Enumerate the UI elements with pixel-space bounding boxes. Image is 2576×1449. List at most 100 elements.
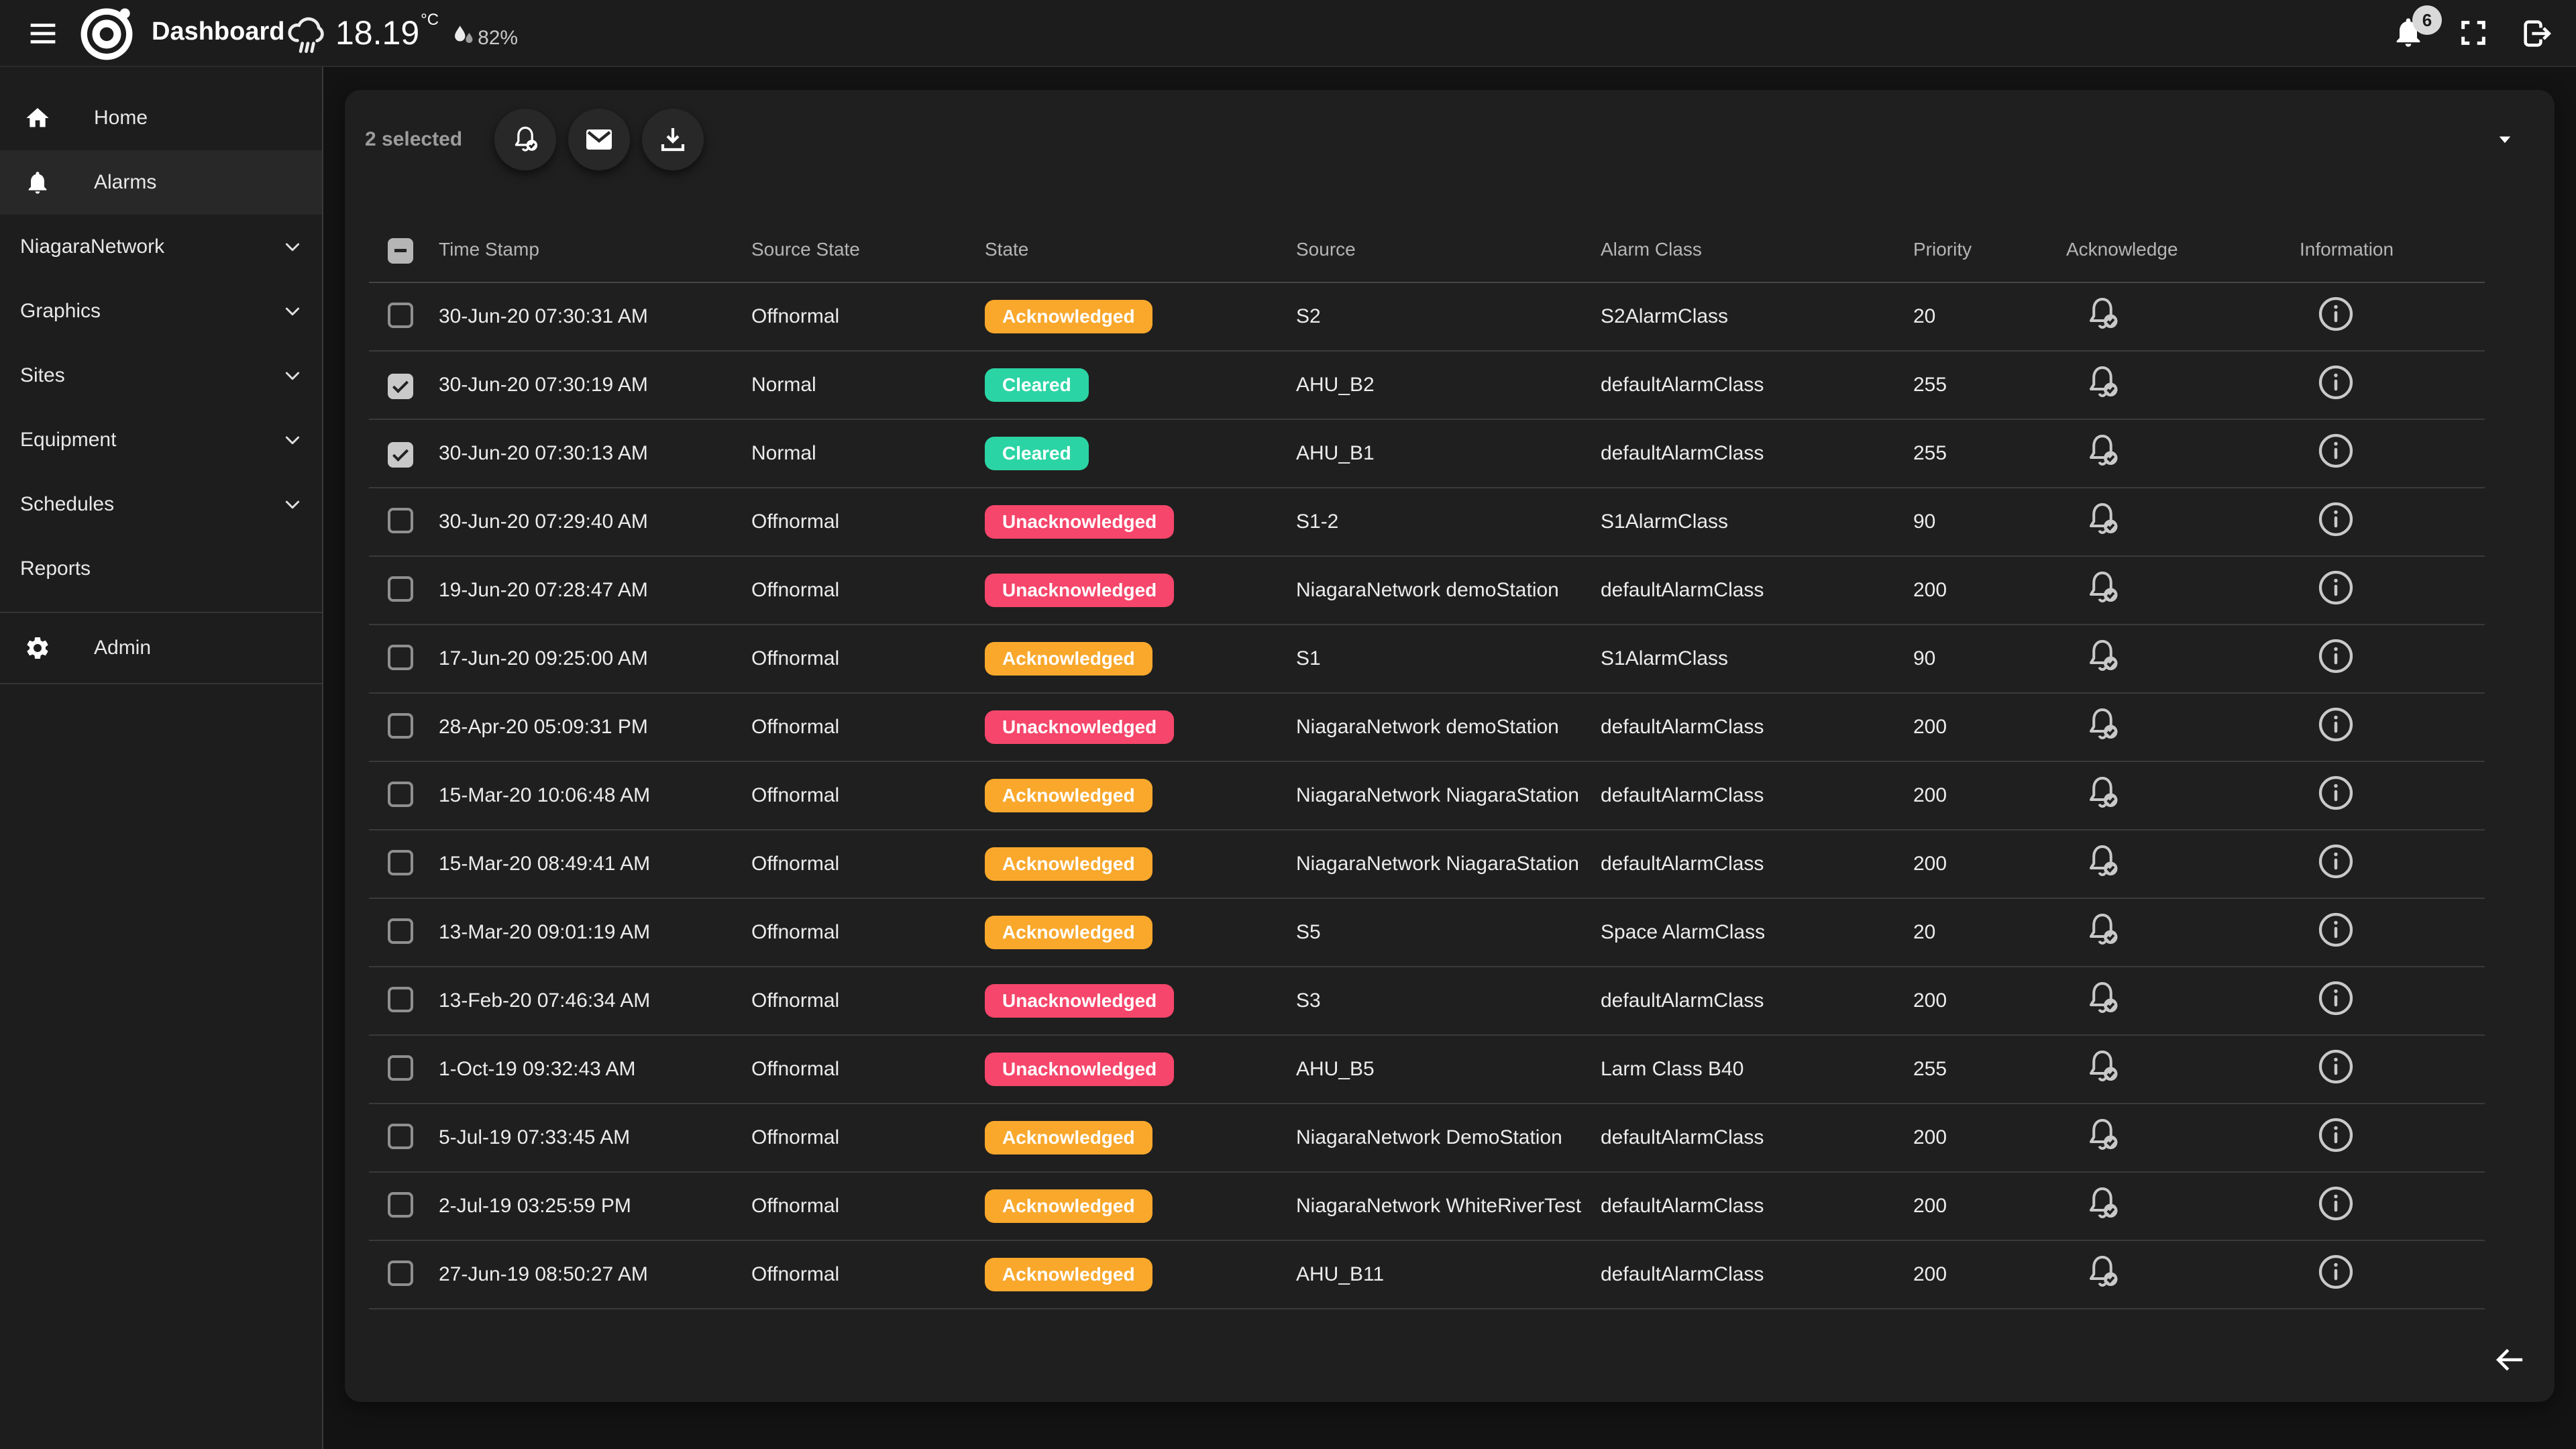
information-button[interactable] [2316,1046,2356,1087]
row-checkbox[interactable] [388,713,413,739]
information-button[interactable] [2316,841,2356,881]
state-badge: Acknowledged [985,1189,1152,1223]
acknowledge-button[interactable] [2082,1046,2123,1087]
acknowledge-button[interactable] [2082,294,2123,334]
information-button[interactable] [2316,499,2356,539]
cell-priority: 200 [1913,1195,1947,1217]
column-header-acknowledge: Acknowledge [2066,239,2178,260]
acknowledge-button[interactable] [2082,568,2123,608]
page-title: Dashboard [152,17,285,46]
row-checkbox[interactable] [388,576,413,602]
bell-check-icon [2082,431,2123,471]
state-badge: Cleared [985,368,1089,402]
acknowledge-button[interactable] [2082,910,2123,950]
notifications-bell-icon[interactable]: 6 [2391,5,2442,50]
row-checkbox[interactable] [388,1192,413,1218]
row-checkbox[interactable] [388,918,413,944]
information-button[interactable] [2316,1115,2356,1155]
fullscreen-icon[interactable] [2458,17,2489,48]
download-icon [657,123,689,156]
sidebar-item-niagaranetwork[interactable]: NiagaraNetwork [0,215,322,279]
menu-icon[interactable] [28,19,58,46]
acknowledge-button[interactable] [2082,704,2123,745]
state-badge: Cleared [985,437,1089,470]
acknowledge-button[interactable] [2082,773,2123,813]
email-selected-button[interactable] [568,109,631,170]
cell-source: S1 [1296,647,1321,669]
acknowledge-button[interactable] [2082,841,2123,881]
cell-alarm-class: defaultAlarmClass [1601,784,1764,806]
row-checkbox[interactable] [388,1124,413,1149]
acknowledge-button[interactable] [2082,1183,2123,1224]
cell-timestamp: 15-Mar-20 08:49:41 AM [439,853,651,875]
cell-timestamp: 30-Jun-20 07:29:40 AM [439,511,648,533]
acknowledge-button[interactable] [2082,1115,2123,1155]
cell-timestamp: 17-Jun-20 09:25:00 AM [439,647,648,669]
information-button[interactable] [2316,568,2356,608]
sidebar-item-graphics[interactable]: Graphics [0,279,322,343]
row-checkbox[interactable] [388,987,413,1012]
collapse-caret-icon[interactable] [2493,127,2517,152]
cell-timestamp: 28-Apr-20 05:09:31 PM [439,716,648,738]
info-icon [2316,568,2356,608]
bell-check-icon [2082,1046,2123,1087]
sidebar-item-equipment[interactable]: Equipment [0,408,322,472]
information-button[interactable] [2316,1183,2356,1224]
row-checkbox[interactable] [388,1260,413,1286]
column-header-source: Source [1296,239,1356,260]
sidebar-item-alarms[interactable]: Alarms [0,150,322,215]
row-checkbox[interactable] [388,850,413,875]
information-button[interactable] [2316,431,2356,471]
logout-icon[interactable] [2520,16,2555,50]
sidebar-nav: Home Alarms NiagaraNetwork Graphics Site… [0,66,323,1449]
acknowledge-button[interactable] [2082,636,2123,676]
table-row: 15-Mar-20 08:49:41 AM Offnormal Acknowle… [369,830,2485,899]
acknowledge-button[interactable] [2082,431,2123,471]
sidebar-item-reports[interactable]: Reports [20,557,91,580]
state-badge: Unacknowledged [985,505,1175,539]
cell-source-state: Offnormal [751,716,840,738]
row-checkbox[interactable] [388,1055,413,1081]
information-button[interactable] [2316,773,2356,813]
download-selected-button[interactable] [642,109,704,170]
acknowledge-button[interactable] [2082,1252,2123,1292]
cell-priority: 90 [1913,647,1936,669]
cell-source: AHU_B1 [1296,442,1375,464]
cell-source-state: Offnormal [751,989,840,1012]
information-button[interactable] [2316,362,2356,402]
cell-timestamp: 13-Mar-20 09:01:19 AM [439,921,651,943]
info-icon [2316,294,2356,334]
information-button[interactable] [2316,910,2356,950]
row-checkbox[interactable] [388,441,413,468]
select-all-checkbox[interactable] [388,237,413,264]
acknowledge-button[interactable] [2082,362,2123,402]
information-button[interactable] [2316,978,2356,1018]
cell-source-state: Offnormal [751,647,840,669]
cell-alarm-class: defaultAlarmClass [1601,716,1764,738]
row-checkbox[interactable] [388,508,413,533]
information-button[interactable] [2316,294,2356,334]
acknowledge-selected-button[interactable] [494,109,557,170]
information-button[interactable] [2316,704,2356,745]
sidebar-item-sites[interactable]: Sites [0,343,322,408]
previous-page-arrow-left-icon[interactable] [2491,1342,2528,1378]
row-checkbox[interactable] [388,645,413,670]
table-row: 30-Jun-20 07:30:13 AM Normal Cleared AHU… [369,420,2485,488]
table-row: 30-Jun-20 07:30:31 AM Offnormal Acknowle… [369,283,2485,352]
sidebar-item-schedules[interactable]: Schedules [0,472,322,537]
row-checkbox[interactable] [388,373,413,399]
row-checkbox[interactable] [388,303,413,328]
acknowledge-button[interactable] [2082,499,2123,539]
sidebar-item-admin[interactable]: Admin [0,612,322,684]
information-button[interactable] [2316,1252,2356,1292]
chevron-down-icon [282,365,303,386]
sidebar-item-home[interactable]: Home [0,86,322,150]
row-checkbox[interactable] [388,782,413,807]
state-badge: Acknowledged [985,1121,1152,1155]
action-bar: 2 selected [345,90,2555,189]
acknowledge-button[interactable] [2082,978,2123,1018]
table-row: 1-Oct-19 09:32:43 AM Offnormal Unacknowl… [369,1036,2485,1104]
cell-priority: 200 [1913,716,1947,738]
cell-source: S1-2 [1296,511,1339,533]
information-button[interactable] [2316,636,2356,676]
